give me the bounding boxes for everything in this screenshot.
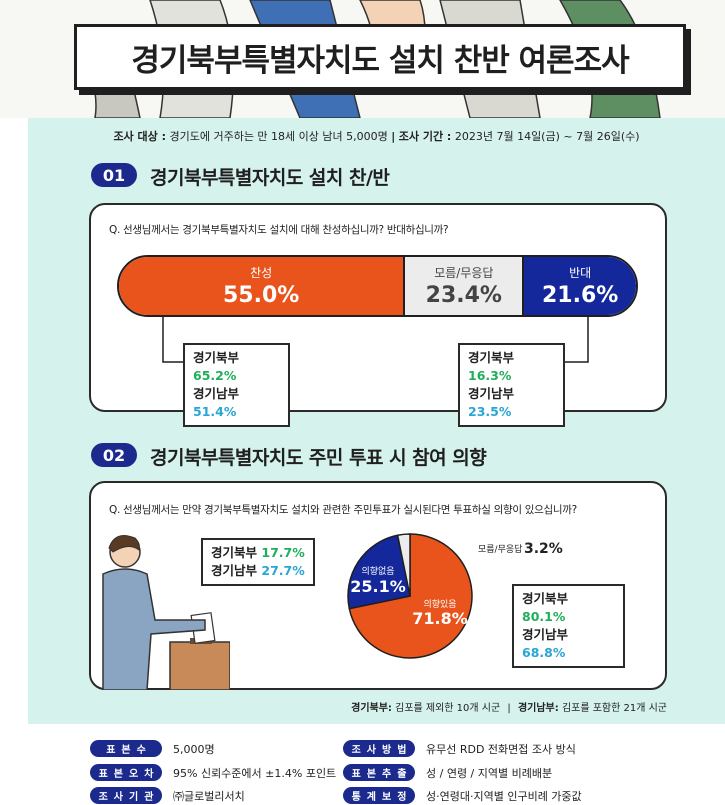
region-label: 경기북부 [211, 545, 258, 560]
meta-label-error: 표본오차 [90, 764, 162, 781]
region-value: 27.7% [261, 563, 305, 578]
intent-region-breakdown: 경기북부 80.1% 경기남부 68.8% [512, 584, 625, 668]
footnote-north-label: 경기북부: [351, 703, 392, 714]
meta-label-weighting: 통계보정 [343, 787, 415, 804]
bar-segment-unknown: 모름/무응답 23.4% [403, 257, 525, 315]
region-label: 경기북부 [522, 591, 569, 606]
region-value: 65.2% [193, 368, 237, 383]
survey-period-value: 2023년 7월 14일(금) ~ 7월 26일(수) [454, 130, 640, 143]
region-value: 68.8% [522, 645, 566, 660]
breakdown-row: 경기북부 80.1% [522, 590, 615, 626]
region-label: 경기북부 [193, 350, 240, 365]
bar-value-unknown: 23.4% [425, 283, 502, 308]
section1-question: Q. 선생님께서는 경기북부특별자치도 설치에 대해 찬성하십니까? 반대하십니… [109, 224, 449, 236]
meta-label-institution: 조사기관 [90, 787, 162, 804]
oppose-region-breakdown: 경기북부 16.3% 경기남부 23.5% [458, 343, 565, 427]
breakdown-row: 경기남부 23.5% [468, 385, 555, 421]
footnote-north-text: 김포를 제외한 10개 시군 [395, 703, 501, 714]
meta-value-weighting: 성·연령대·지역별 인구비례 가중값 [426, 790, 582, 803]
region-value: 17.7% [261, 545, 305, 560]
survey-period-label: 조사 기간 : [398, 130, 452, 143]
pie-slice-no-intent [347, 534, 411, 610]
region-value: 80.1% [522, 609, 566, 624]
survey-target-value: 경기도에 거주하는 만 18세 이상 남녀 5,000명 [169, 130, 388, 143]
meta-value-error: 95% 신뢰수준에서 ±1.4% 포인트 [173, 767, 337, 780]
pie-slice-unknown [396, 533, 411, 597]
survey-info: 조사 대상 : 경기도에 거주하는 만 18세 이상 남녀 5,000명 | 조… [28, 128, 725, 144]
region-label: 경기남부 [522, 627, 569, 642]
region-value: 23.5% [468, 404, 512, 419]
region-value: 51.4% [193, 404, 237, 419]
favor-region-breakdown: 경기북부 65.2% 경기남부 51.4% [183, 343, 290, 427]
pie-value-intent: 71.8% [412, 609, 468, 628]
pie-group [347, 533, 473, 659]
breakdown-row: 경기남부 68.8% [522, 626, 615, 662]
region-value: 16.3% [468, 368, 512, 383]
survey-target-label: 조사 대상 : [113, 130, 166, 143]
pie-label-no-intent: 의향없음 [361, 565, 394, 577]
meta-label-method: 조사방법 [343, 740, 415, 757]
breakdown-row: 경기북부 16.3% [468, 349, 555, 385]
bar-label-unknown: 모름/무응답 [434, 266, 494, 280]
meta-value-sample-size: 5,000명 [173, 743, 215, 756]
breakdown-row: 경기남부 51.4% [193, 385, 280, 421]
bar-value-oppose: 21.6% [541, 283, 619, 308]
section2-question: Q. 선생님께서는 만약 경기북부특별자치도 설치와 관련한 주민투표가 실시된… [109, 504, 577, 516]
approval-bar-chart: 찬성 55.0% 모름/무응답 23.4% 반대 21.6% [117, 255, 638, 317]
region-label: 경기남부 [468, 386, 515, 401]
section1-number-badge: 01 [91, 163, 137, 187]
region-label: 경기남부 [211, 563, 258, 578]
breakdown-row: 경기북부 65.2% [193, 349, 280, 385]
bar-segment-oppose: 반대 21.6% [524, 257, 636, 315]
meta-value-sampling: 성 / 연령 / 지역별 비례배분 [426, 767, 553, 780]
meta-value-institution: ㈜글로벌리서치 [173, 790, 245, 803]
section1-title: 경기북부특별자치도 설치 찬/반 [150, 167, 390, 189]
footnote-separator: | [507, 703, 511, 714]
pie-value-no-intent: 25.1% [350, 577, 406, 596]
bar-value-favor: 55.0% [223, 283, 300, 308]
section2-number-badge: 02 [91, 443, 137, 467]
voter-illustration [102, 535, 230, 690]
breakdown-row: 경기남부 27.7% [211, 562, 305, 580]
page-title: 경기북부특별자치도 설치 찬반 여론조사 [74, 24, 686, 90]
region-label: 경기북부 [468, 350, 515, 365]
survey-separator: | [391, 130, 396, 143]
bar-label-oppose: 반대 [569, 266, 592, 280]
meta-label-sample-size: 표본수 [90, 740, 162, 757]
region-footnote: 경기북부: 김포를 제외한 10개 시군 | 경기남부: 김포를 포함한 21개… [351, 699, 667, 714]
pie-label-unknown: 모름/무응답 [478, 543, 522, 555]
meta-value-method: 유무선 RDD 전화면접 조사 방식 [426, 743, 576, 756]
footnote-south-text: 김포를 포함한 21개 시군 [561, 703, 667, 714]
meta-label-sampling: 표본추출 [343, 764, 415, 781]
breakdown-row: 경기북부 17.7% [211, 544, 305, 562]
pie-label-intent: 의향있음 [423, 598, 456, 610]
pie-value-unknown: 3.2% [524, 541, 563, 557]
no-intent-region-breakdown: 경기북부 17.7% 경기남부 27.7% [201, 538, 315, 586]
bar-segment-favor: 찬성 55.0% [119, 257, 404, 315]
section2-title: 경기북부특별자치도 주민 투표 시 참여 의향 [150, 447, 487, 469]
region-label: 경기남부 [193, 386, 240, 401]
bar-label-favor: 찬성 [250, 266, 273, 280]
footnote-south-label: 경기남부: [517, 703, 559, 714]
